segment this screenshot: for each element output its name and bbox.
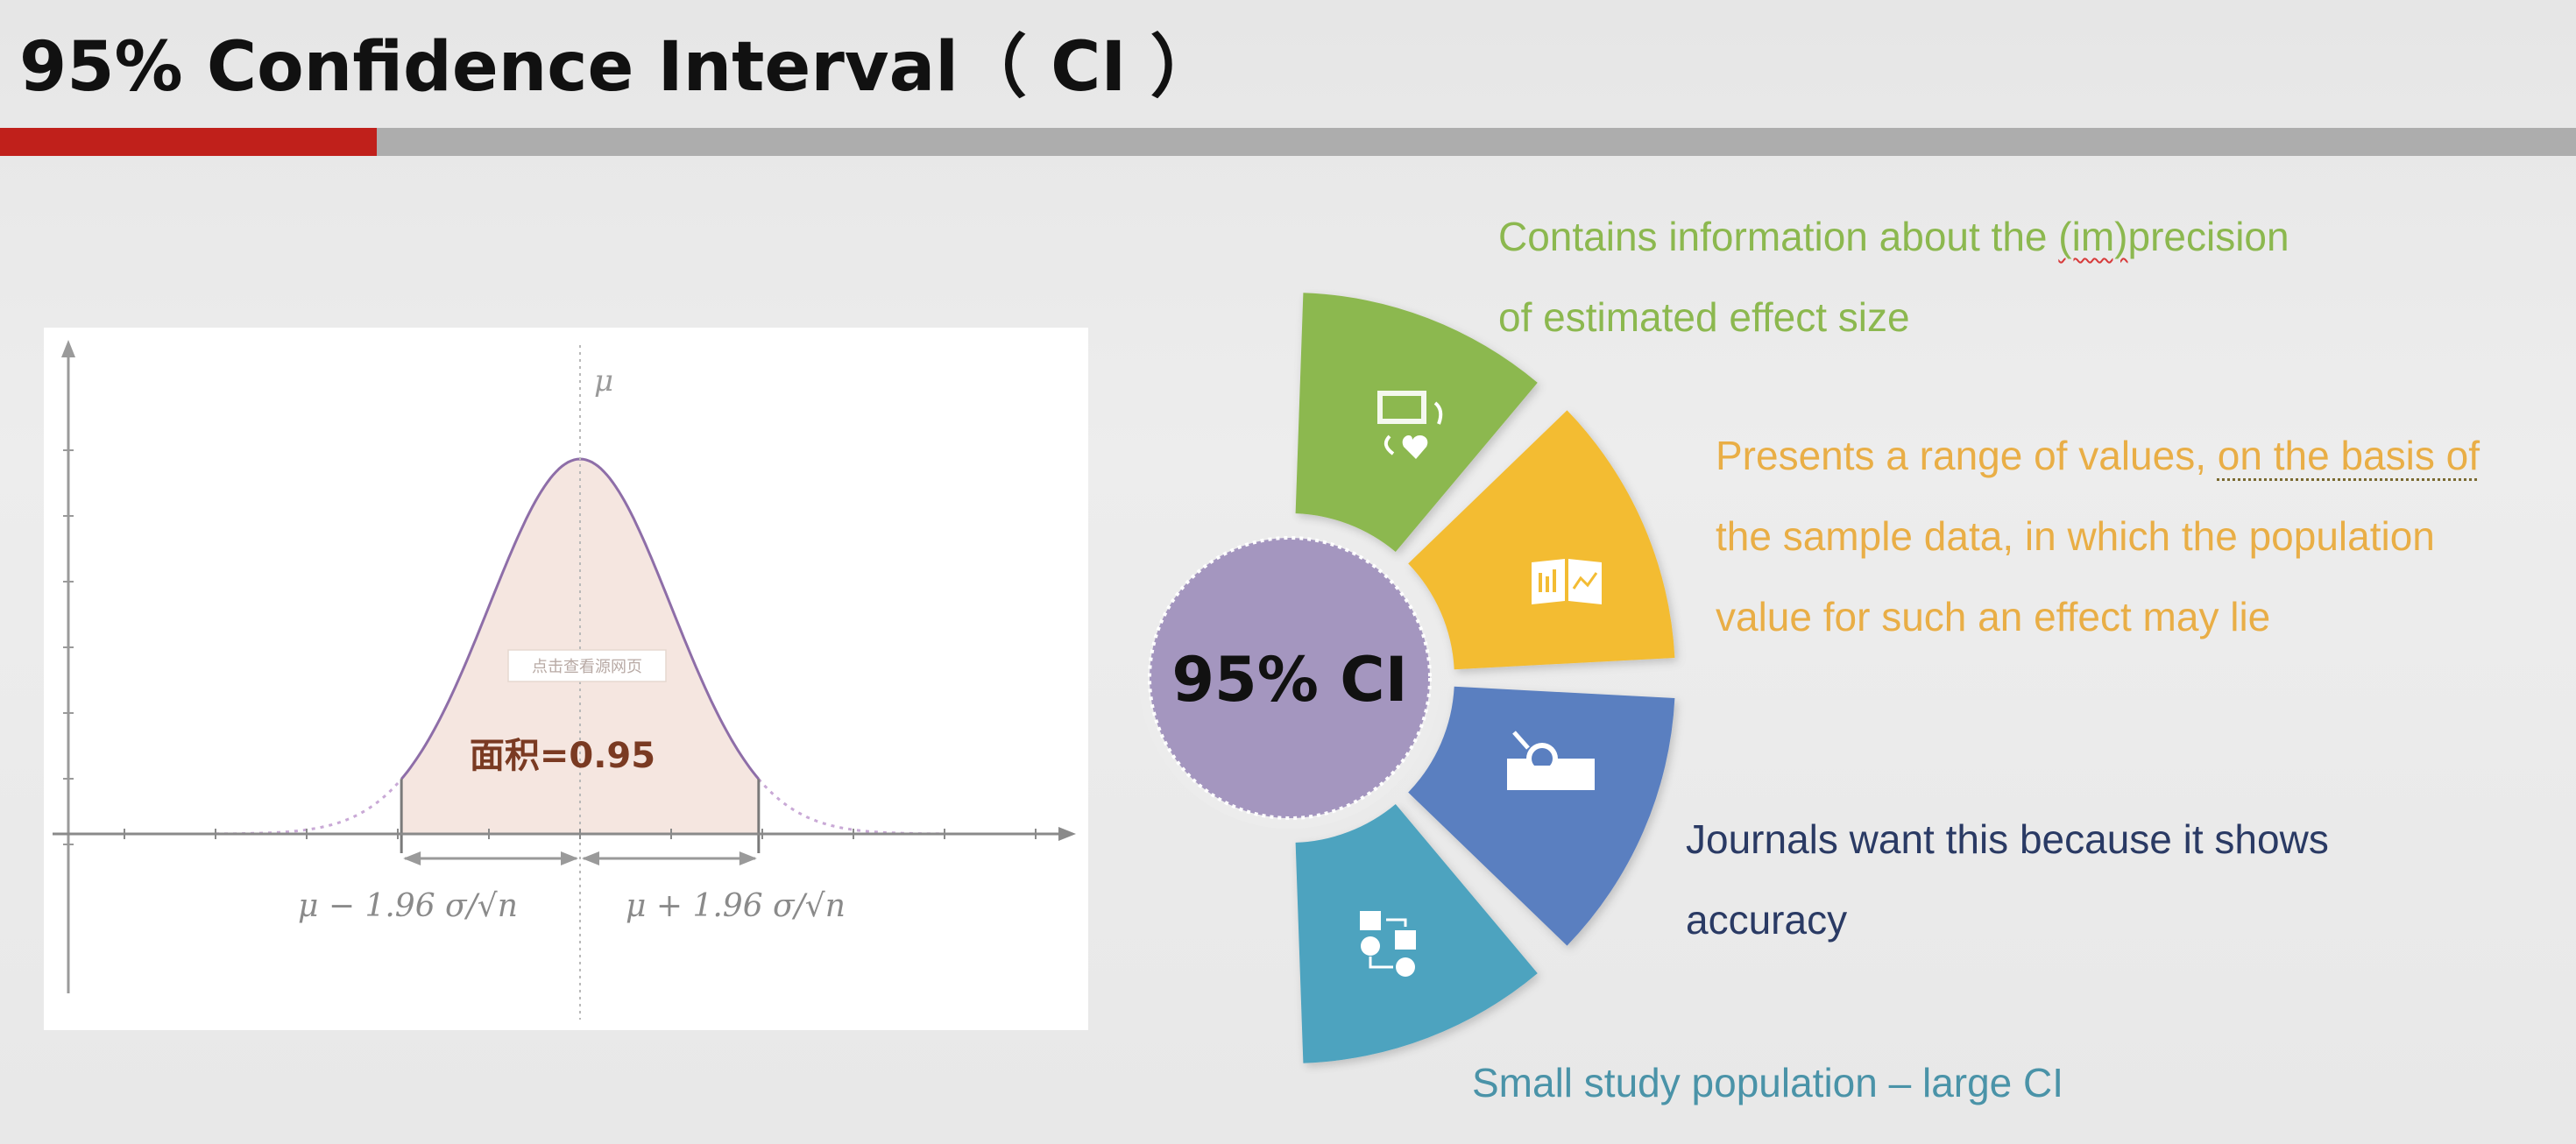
title-rule	[0, 128, 2576, 156]
lower-bound-label: μ − 1.96 σ/√n	[298, 888, 518, 924]
callout-range: Presents a range of values, on the basis…	[1716, 415, 2480, 657]
arrowhead	[582, 851, 599, 865]
callout-journals-line2: accuracy	[1686, 897, 1848, 943]
center-label: 95% CI	[1171, 644, 1407, 716]
screen-heart-icon	[1377, 391, 1443, 459]
callout-precision-line2: of estimated effect size	[1498, 294, 1910, 340]
y-axis-arrow	[61, 340, 75, 357]
watermark-box	[507, 649, 667, 682]
y-axis-ticks	[63, 449, 74, 845]
upper-bound-label: μ + 1.96 σ/√n	[626, 888, 846, 924]
fan-segment-range	[1408, 410, 1675, 670]
center-circle	[1148, 536, 1432, 820]
area-label: 面积=0.95	[470, 736, 655, 776]
fan-segment-journals	[1408, 686, 1675, 946]
slide-title: 95% Confidence Interval（ CI ）	[19, 28, 1219, 107]
watermark: 点击查看源网页	[532, 658, 642, 676]
fan-segment-population	[1295, 804, 1538, 1063]
x-axis-ticks	[124, 829, 1037, 839]
callout-precision: Contains information about the (im)preci…	[1498, 196, 2289, 357]
spellcheck-mark: (im)	[2058, 214, 2128, 259]
arrowhead	[403, 851, 421, 865]
arrowhead	[561, 851, 578, 865]
chart-svg: μ μ − 1.96 σ/√n μ + 1.96 σ/√n 点击查看源网页 面积…	[53, 340, 1076, 1020]
callout-journals-line1: Journals want this because it shows	[1686, 816, 2329, 862]
magnifier-box-icon	[1507, 731, 1595, 790]
flow-diagram-icon	[1360, 911, 1416, 977]
callout-journals: Journals want this because it shows accu…	[1686, 799, 2329, 960]
x-axis-arrow	[1058, 827, 1076, 841]
grammar-mark: on the basis of	[2217, 433, 2480, 478]
callout-population: Small study population – large CI	[1472, 1042, 2063, 1123]
callout-range-line2: the sample data, in which the population	[1716, 513, 2435, 559]
callout-range-line3: value for such an effect may lie	[1716, 594, 2271, 639]
curve-tail-left	[215, 778, 403, 836]
mean-label: μ	[594, 364, 613, 399]
callout-range-line1: Presents a range of values, on the basis…	[1716, 433, 2480, 478]
callout-precision-line1: Contains information about the (im)preci…	[1498, 214, 2289, 259]
title-rule-accent	[0, 128, 377, 156]
callout-population-line1: Small study population – large CI	[1472, 1060, 2064, 1105]
normal-distribution-chart: μ μ − 1.96 σ/√n μ + 1.96 σ/√n 点击查看源网页 面积…	[44, 328, 1088, 1030]
book-chart-icon	[1532, 559, 1602, 604]
ci-fan-infographic: 95% CI	[1139, 293, 1675, 1063]
arrowhead	[739, 851, 757, 865]
curve-tail-right	[757, 778, 945, 836]
